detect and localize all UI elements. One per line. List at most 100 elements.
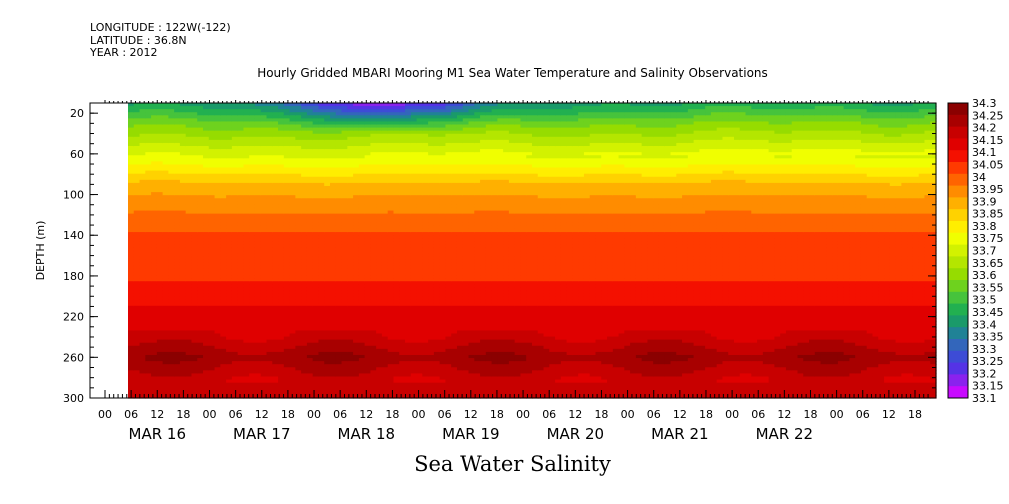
heatmap-cell: [179, 284, 187, 288]
heatmap-cell: [237, 146, 245, 150]
heatmap-cell: [191, 272, 198, 276]
heatmap-cell: [266, 225, 273, 230]
heatmap-cell: [399, 339, 406, 344]
heatmap-cell: [145, 275, 152, 279]
heatmap-cell: [295, 253, 302, 258]
heatmap-cell: [145, 259, 152, 264]
heatmap-cell: [422, 253, 429, 258]
heatmap-cell: [197, 118, 204, 123]
heatmap-cell: [168, 327, 175, 331]
heatmap-cell: [254, 127, 262, 132]
heatmap-cell: [405, 348, 412, 353]
heatmap-cell: [208, 385, 216, 390]
heatmap-cell: [399, 232, 406, 236]
heatmap-cell: [226, 112, 233, 116]
heatmap-cell: [139, 388, 146, 393]
heatmap-cell: [145, 121, 152, 126]
heatmap-cell: [376, 373, 383, 378]
heatmap-cell: [347, 290, 354, 295]
heatmap-cell: [399, 361, 406, 365]
heatmap-cell: [376, 256, 383, 261]
heatmap-cell: [306, 275, 314, 279]
heatmap-cell: [416, 247, 423, 252]
heatmap-cell: [364, 228, 371, 233]
heatmap-cell: [272, 210, 279, 215]
heatmap-cell: [422, 256, 429, 261]
heatmap-cell: [226, 333, 233, 338]
heatmap-cell: [387, 109, 395, 113]
heatmap-cell: [399, 115, 406, 119]
heatmap-cell: [364, 296, 371, 301]
heatmap-cell: [381, 373, 389, 378]
heatmap-cell: [151, 219, 158, 224]
heatmap-cell: [214, 247, 221, 252]
heatmap-cell: [416, 182, 423, 187]
heatmap-cell: [405, 149, 412, 153]
heatmap-cell: [381, 207, 389, 212]
heatmap-cell: [364, 327, 371, 331]
heatmap-cell: [410, 192, 418, 196]
heatmap-cell: [272, 388, 279, 393]
heatmap-cell: [422, 379, 429, 384]
heatmap-cell: [231, 216, 239, 221]
heatmap-cell: [185, 275, 193, 279]
heatmap-cell: [220, 354, 227, 359]
heatmap-cell: [151, 130, 158, 135]
heatmap-cell: [226, 136, 233, 141]
heatmap-cell: [220, 204, 227, 209]
heatmap-cell: [214, 253, 221, 258]
heatmap-cell: [145, 136, 152, 141]
heatmap-cell: [260, 127, 268, 132]
heatmap-cell: [358, 351, 366, 356]
heatmap-cell: [226, 256, 233, 261]
heatmap-cell: [260, 179, 268, 184]
heatmap-cell: [301, 339, 308, 344]
heatmap-cell: [289, 262, 296, 267]
heatmap-cell: [289, 327, 296, 331]
heatmap-cell: [249, 204, 256, 209]
heatmap-cell: [306, 235, 314, 239]
heatmap-cell: [330, 164, 337, 169]
heatmap-cell: [220, 118, 227, 123]
heatmap-cell: [174, 158, 181, 162]
heatmap-cell: [254, 370, 262, 375]
heatmap-cell: [405, 327, 412, 331]
heatmap-cell: [231, 170, 239, 175]
heatmap-cell: [226, 198, 233, 202]
heatmap-cell: [376, 189, 383, 193]
heatmap-cell: [254, 284, 262, 288]
heatmap-cell: [318, 185, 325, 190]
heatmap-cell: [237, 109, 245, 113]
heatmap-cell: [145, 142, 152, 147]
heatmap-cell: [133, 361, 141, 365]
heatmap-cell: [231, 348, 239, 353]
heatmap-cell: [266, 152, 273, 156]
heatmap-cell: [220, 321, 227, 325]
heatmap-cell: [266, 204, 273, 209]
heatmap-cell: [399, 130, 406, 135]
heatmap-cell: [260, 164, 268, 169]
heatmap-cell: [260, 112, 268, 116]
heatmap-cell: [306, 290, 314, 295]
heatmap-cell: [249, 265, 256, 270]
heatmap-cell: [249, 207, 256, 212]
heatmap-cell: [318, 253, 325, 258]
heatmap-cell: [220, 391, 227, 396]
heatmap-cell: [295, 161, 302, 166]
heatmap-cell: [254, 149, 262, 153]
heatmap-cell: [376, 198, 383, 202]
heatmap-cell: [393, 256, 400, 261]
heatmap-cell: [306, 155, 314, 159]
heatmap-cell: [341, 318, 348, 322]
heatmap-cell: [295, 262, 302, 267]
heatmap-cell: [381, 155, 389, 159]
heatmap-cell: [335, 222, 343, 227]
heatmap-cell: [226, 373, 233, 378]
heatmap-cell: [295, 385, 302, 390]
heatmap-cell: [249, 173, 256, 178]
heatmap-cell: [168, 302, 175, 307]
heatmap-cell: [358, 305, 366, 310]
heatmap-cell: [243, 146, 250, 150]
heatmap-cell: [422, 358, 429, 362]
heatmap-cell: [226, 115, 233, 119]
